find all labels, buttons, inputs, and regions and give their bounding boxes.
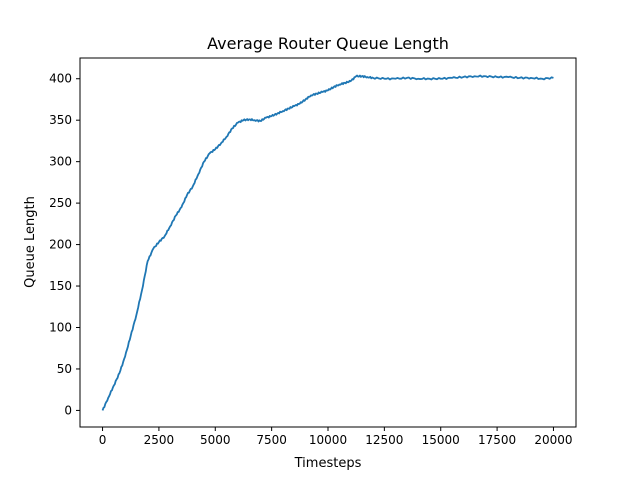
- series-line-0: [101, 74, 554, 411]
- x-tick-label: 12500: [365, 433, 403, 447]
- x-tick-label: 7500: [256, 433, 287, 447]
- y-tick-label: 250: [49, 196, 72, 210]
- x-tick-label: 0: [99, 433, 107, 447]
- y-axis-ticks: 0 50 100 150 200 250 300 350 400: [49, 72, 80, 417]
- y-tick-label: 100: [49, 320, 72, 334]
- x-tick-label: 2500: [144, 433, 175, 447]
- data-layer: [101, 74, 554, 411]
- y-tick-label: 150: [49, 279, 72, 293]
- x-tick-label: 17500: [478, 433, 516, 447]
- x-tick-label: 5000: [200, 433, 231, 447]
- y-axis-label: Queue Length: [23, 196, 38, 288]
- x-axis-label: Timesteps: [294, 456, 362, 471]
- y-tick-label: 200: [49, 238, 72, 252]
- x-tick-label: 15000: [422, 433, 460, 447]
- y-tick-label: 300: [49, 155, 72, 169]
- y-tick-label: 400: [49, 72, 72, 86]
- plot-area-frame: [79, 57, 577, 428]
- x-axis-ticks: 0 2500 5000 7500 10000 12500 15000 17500 20000: [99, 427, 573, 447]
- y-tick-label: 350: [49, 113, 72, 127]
- y-tick-label: 0: [64, 403, 72, 417]
- chart-title: Average Router Queue Length: [207, 34, 449, 53]
- y-tick-label: 50: [57, 362, 72, 376]
- x-tick-label: 10000: [309, 433, 347, 447]
- x-tick-label: 20000: [534, 433, 572, 447]
